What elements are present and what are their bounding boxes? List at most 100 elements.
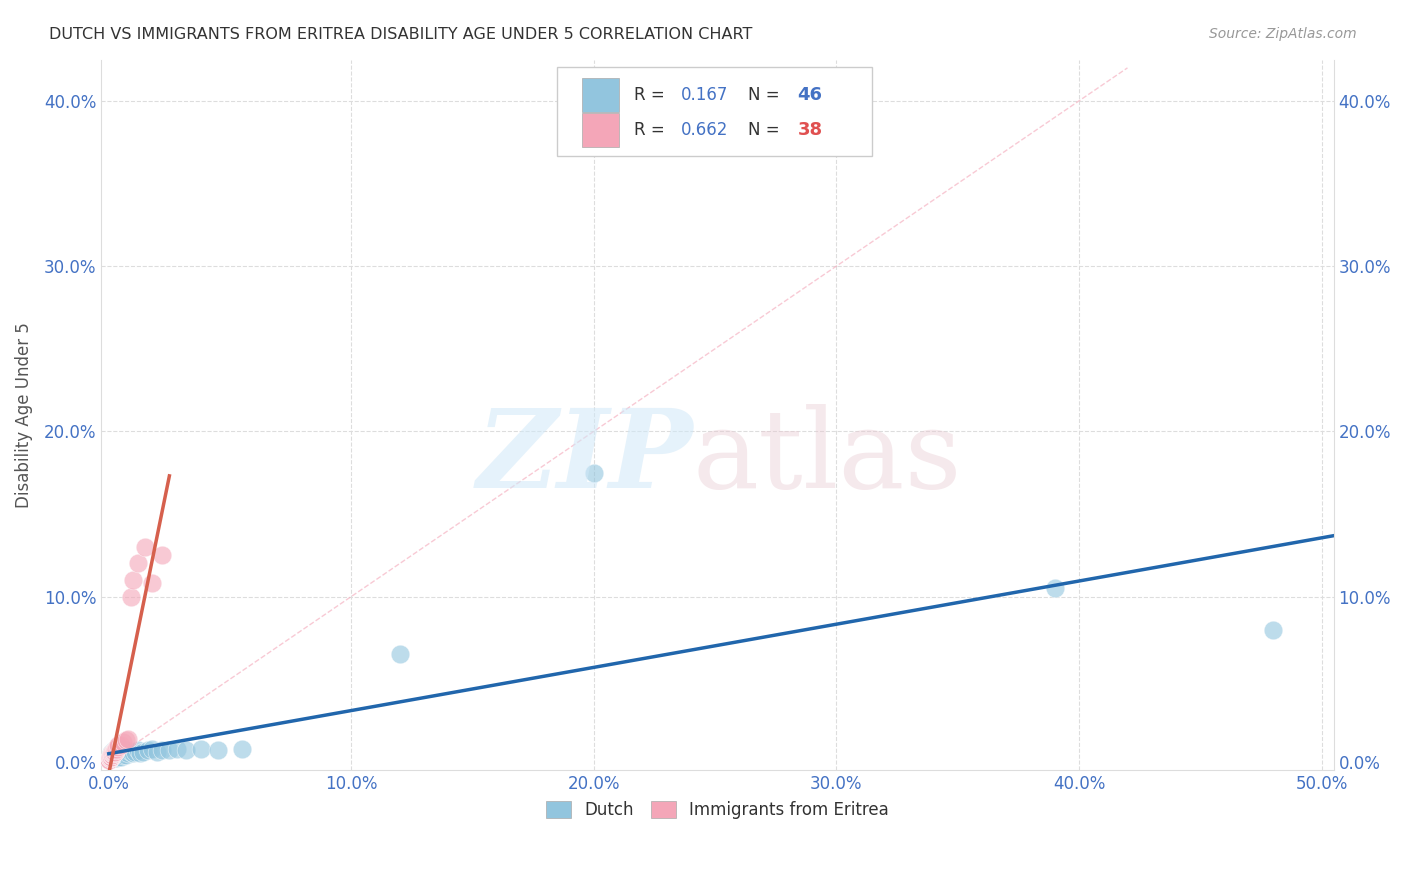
- Immigrants from Eritrea: [141, 576, 163, 591]
- Immigrants from Eritrea: [101, 748, 124, 763]
- Dutch: [129, 747, 152, 761]
- Immigrants from Eritrea: [134, 540, 156, 554]
- Dutch: [100, 747, 122, 761]
- Dutch: [105, 751, 128, 765]
- Immigrants from Eritrea: [103, 745, 125, 759]
- Dutch: [110, 741, 132, 756]
- Immigrants from Eritrea: [98, 751, 121, 765]
- Text: 38: 38: [797, 120, 823, 139]
- Immigrants from Eritrea: [100, 749, 122, 764]
- Immigrants from Eritrea: [98, 751, 121, 765]
- Y-axis label: Disability Age Under 5: Disability Age Under 5: [15, 322, 32, 508]
- Dutch: [105, 741, 128, 756]
- Immigrants from Eritrea: [120, 590, 142, 604]
- Immigrants from Eritrea: [122, 573, 145, 587]
- Immigrants from Eritrea: [114, 733, 136, 747]
- Immigrants from Eritrea: [101, 747, 124, 761]
- Dutch: [101, 749, 124, 764]
- Text: N =: N =: [748, 86, 780, 103]
- Dutch: [101, 745, 124, 759]
- Dutch: [107, 749, 129, 764]
- Immigrants from Eritrea: [100, 749, 122, 764]
- Dutch: [190, 741, 212, 756]
- Dutch: [150, 743, 173, 757]
- Immigrants from Eritrea: [105, 743, 128, 757]
- FancyBboxPatch shape: [582, 78, 619, 112]
- Text: Source: ZipAtlas.com: Source: ZipAtlas.com: [1209, 27, 1357, 41]
- Dutch: [112, 748, 135, 763]
- Immigrants from Eritrea: [107, 738, 129, 752]
- Text: R =: R =: [634, 120, 665, 139]
- FancyBboxPatch shape: [582, 112, 619, 147]
- Text: 0.167: 0.167: [681, 86, 728, 103]
- Text: ZIP: ZIP: [477, 404, 693, 511]
- Text: N =: N =: [748, 120, 780, 139]
- Dutch: [103, 748, 125, 763]
- Dutch: [231, 741, 253, 756]
- Text: 46: 46: [797, 86, 823, 103]
- Dutch: [124, 745, 146, 759]
- Dutch: [1261, 623, 1284, 637]
- FancyBboxPatch shape: [557, 67, 872, 155]
- Dutch: [110, 749, 132, 764]
- Text: atlas: atlas: [693, 404, 963, 511]
- Text: 0.662: 0.662: [681, 120, 728, 139]
- Dutch: [582, 466, 605, 480]
- Dutch: [100, 751, 122, 765]
- Text: DUTCH VS IMMIGRANTS FROM ERITREA DISABILITY AGE UNDER 5 CORRELATION CHART: DUTCH VS IMMIGRANTS FROM ERITREA DISABIL…: [49, 27, 752, 42]
- Dutch: [110, 747, 132, 761]
- Immigrants from Eritrea: [101, 748, 124, 763]
- Immigrants from Eritrea: [104, 743, 127, 757]
- Immigrants from Eritrea: [100, 748, 122, 763]
- Dutch: [176, 743, 198, 757]
- Dutch: [104, 749, 127, 764]
- Dutch: [114, 748, 136, 763]
- Dutch: [127, 743, 149, 757]
- Immigrants from Eritrea: [98, 751, 121, 765]
- Immigrants from Eritrea: [104, 745, 127, 759]
- Dutch: [146, 745, 169, 759]
- Text: R =: R =: [634, 86, 665, 103]
- Dutch: [107, 747, 129, 761]
- Immigrants from Eritrea: [100, 748, 122, 763]
- Dutch: [131, 745, 153, 759]
- Immigrants from Eritrea: [101, 747, 124, 761]
- Dutch: [112, 745, 135, 759]
- Immigrants from Eritrea: [110, 738, 132, 752]
- Immigrants from Eritrea: [107, 739, 129, 754]
- Dutch: [98, 749, 121, 764]
- Immigrants from Eritrea: [101, 747, 124, 761]
- Dutch: [1043, 581, 1066, 595]
- Dutch: [122, 747, 145, 761]
- Dutch: [117, 747, 139, 761]
- Immigrants from Eritrea: [98, 753, 121, 767]
- Immigrants from Eritrea: [103, 747, 125, 761]
- Immigrants from Eritrea: [105, 739, 128, 754]
- Dutch: [103, 751, 125, 765]
- Immigrants from Eritrea: [150, 548, 173, 562]
- Dutch: [114, 743, 136, 757]
- Legend: Dutch, Immigrants from Eritrea: Dutch, Immigrants from Eritrea: [540, 794, 896, 826]
- Dutch: [103, 743, 125, 757]
- Immigrants from Eritrea: [100, 749, 122, 764]
- Dutch: [141, 741, 163, 756]
- Immigrants from Eritrea: [103, 745, 125, 759]
- Dutch: [157, 743, 180, 757]
- Dutch: [105, 748, 128, 763]
- Dutch: [207, 743, 229, 757]
- Immigrants from Eritrea: [103, 743, 125, 757]
- Dutch: [388, 648, 411, 662]
- Immigrants from Eritrea: [117, 731, 139, 746]
- Dutch: [104, 747, 127, 761]
- Immigrants from Eritrea: [101, 747, 124, 761]
- Immigrants from Eritrea: [98, 753, 121, 767]
- Immigrants from Eritrea: [127, 557, 149, 571]
- Dutch: [107, 743, 129, 757]
- Immigrants from Eritrea: [105, 741, 128, 756]
- Immigrants from Eritrea: [100, 749, 122, 764]
- Dutch: [166, 741, 188, 756]
- Dutch: [105, 745, 128, 759]
- Immigrants from Eritrea: [112, 735, 135, 749]
- Dutch: [136, 743, 159, 757]
- Dutch: [100, 748, 122, 763]
